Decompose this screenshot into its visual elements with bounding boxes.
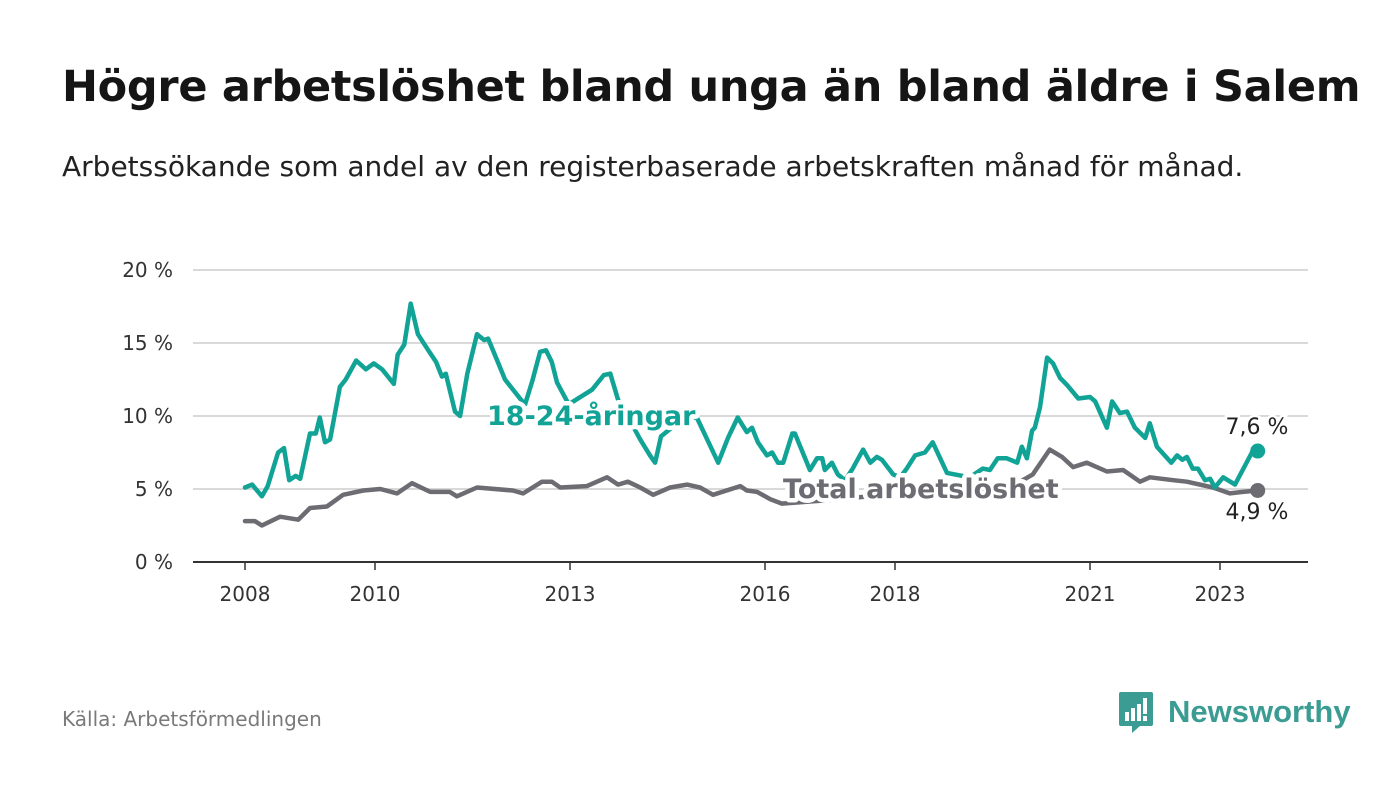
chart-title: Högre arbetslöshet bland unga än bland ä… [62,62,1361,112]
x-tick-label: 2016 [740,582,791,606]
series-lines [242,301,1260,528]
series-label-total: Total arbetslöshet [783,474,1059,505]
series-label-youth: 18-24-åringar [487,400,696,432]
x-tick-label: 2021 [1065,582,1116,606]
total-end-point [1250,482,1266,498]
youth-end-point [1250,443,1266,459]
x-tick-label: 2013 [545,582,596,606]
total-line [242,447,1260,528]
chart-subtitle: Arbetssökande som andel av den registerb… [62,150,1244,183]
x-axis-ticks: 2008 2010 2013 2016 2018 2021 2023 [220,562,1246,606]
x-tick-label: 2010 [350,582,401,606]
x-tick-label: 2018 [870,582,921,606]
x-tick-label: 2008 [220,582,271,606]
y-axis-ticks: 0 % 5 % 10 % 15 % 20 % [122,258,173,574]
end-label-total: 4,9 % [1226,500,1289,525]
y-tick-label: 15 % [122,331,173,355]
end-label-youth: 7,6 % [1226,415,1289,440]
end-points: 7,6 % 4,9 % [1223,413,1291,528]
series-labels: 18-24-åringar Total arbetslöshet [483,396,1064,510]
y-tick-label: 20 % [122,258,173,282]
y-tick-label: 10 % [122,404,173,428]
source-note: Källa: Arbetsförmedlingen [62,707,322,731]
newsworthy-logo: Newsworthy [1118,690,1351,734]
youth-line [242,301,1260,499]
y-tick-label: 0 % [135,550,173,574]
y-tick-label: 5 % [135,477,173,501]
gridlines [193,269,1308,490]
logo-text: Newsworthy [1168,694,1351,729]
newsworthy-bar-chart-bubble-icon [1119,692,1153,733]
x-tick-label: 2023 [1195,582,1246,606]
